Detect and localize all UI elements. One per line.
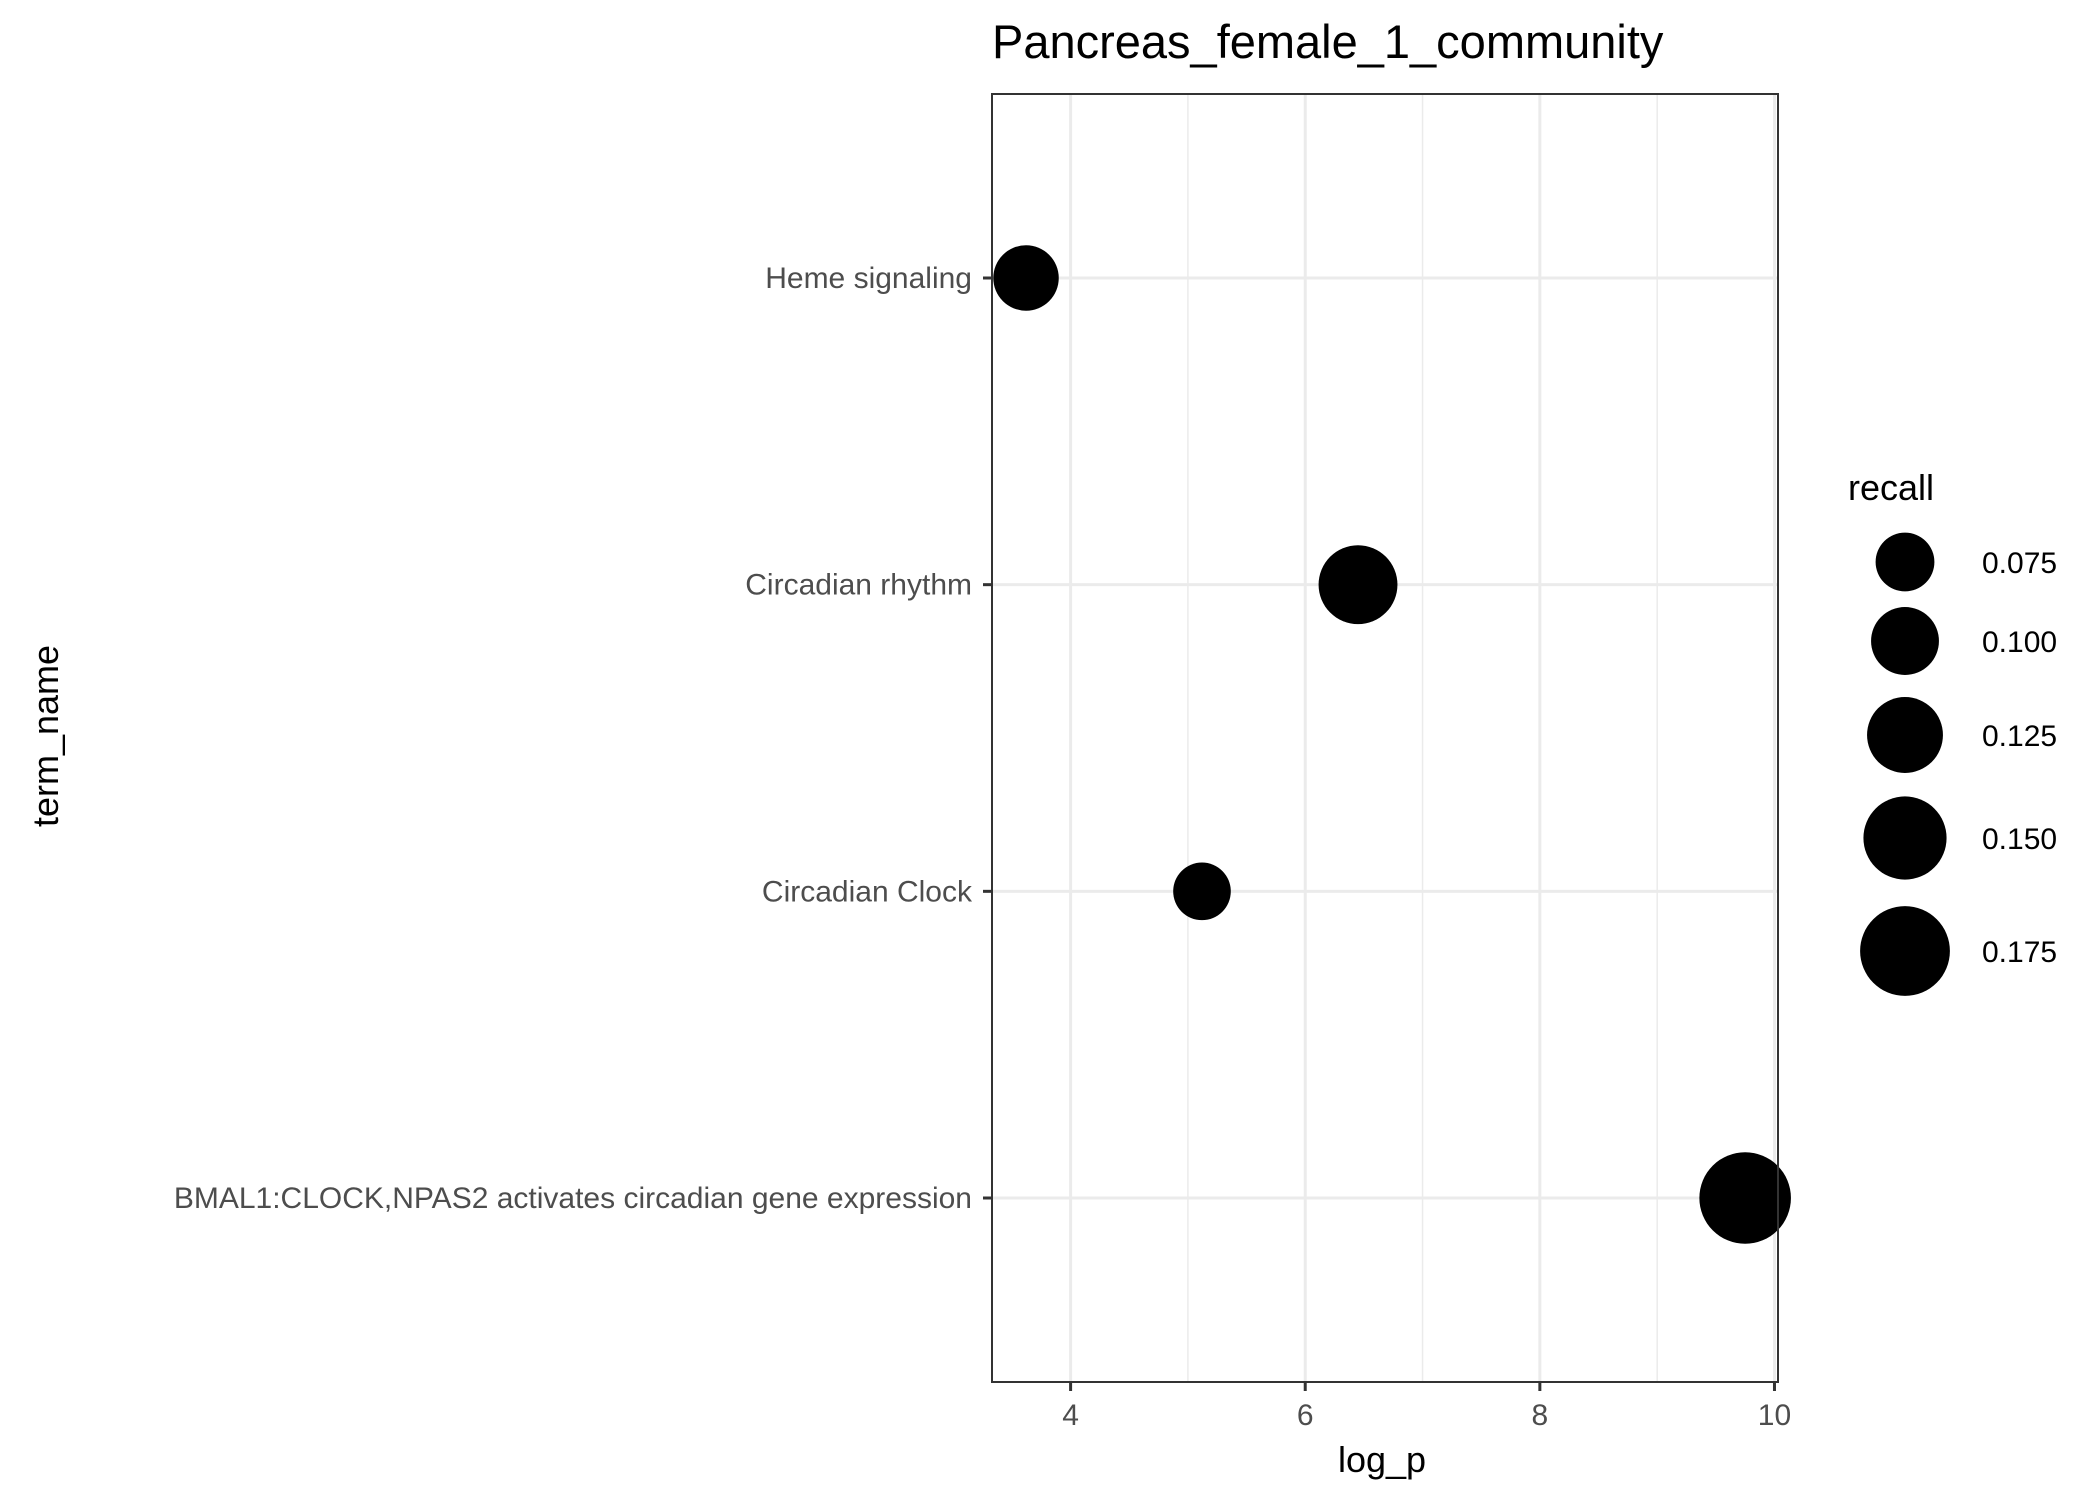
x-tick-label: 10	[1758, 1399, 1791, 1432]
chart-title: Pancreas_female_1_community	[992, 15, 1664, 68]
x-tick-label: 4	[1062, 1399, 1079, 1432]
legend-key	[1871, 607, 1939, 675]
legend-label: 0.150	[1982, 823, 2057, 856]
y-tick-label: Circadian rhythm	[745, 569, 972, 602]
data-point	[993, 245, 1059, 311]
data-point	[1318, 545, 1398, 625]
panel-border	[991, 93, 1779, 1383]
legend-key	[1875, 532, 1935, 592]
y-tick-label: Heme signaling	[765, 262, 972, 295]
x-axis-title: log_p	[1338, 1439, 1426, 1480]
y-tick-label: BMAL1:CLOCK,NPAS2 activates circadian ge…	[174, 1182, 972, 1215]
legend-key	[1867, 697, 1943, 773]
data-points	[993, 245, 1791, 1244]
data-point	[1173, 862, 1231, 921]
legend-key	[1860, 906, 1950, 996]
y-axis-title: term_name	[25, 645, 66, 827]
size-legend: recall 0.075 0.100 0.125 0.150 0.175	[1848, 467, 2057, 996]
x-tick-label: 8	[1532, 1399, 1549, 1432]
legend-label: 0.100	[1982, 626, 2057, 659]
legend-label: 0.075	[1982, 547, 2057, 580]
data-point	[1699, 1152, 1791, 1244]
axes: 4 6 8 10 BMAL1:CLOCK,NPAS2 activates circadi…	[174, 262, 1791, 1432]
x-tick-label: 6	[1297, 1399, 1314, 1432]
y-tick-label: Circadian Clock	[762, 875, 973, 908]
gridlines	[992, 94, 1778, 1382]
legend-label: 0.175	[1982, 936, 2057, 969]
legend-label: 0.125	[1982, 720, 2057, 753]
legend-title: recall	[1848, 467, 1934, 508]
legend-key	[1863, 796, 1947, 880]
